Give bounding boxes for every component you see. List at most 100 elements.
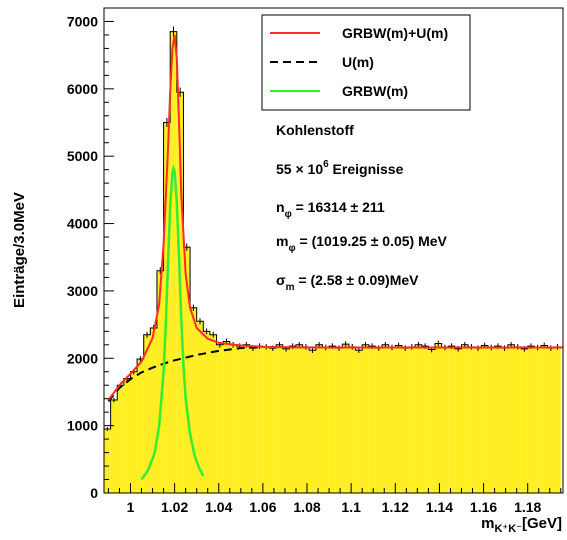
histogram-bar bbox=[388, 347, 396, 493]
y-tick-label: 7000 bbox=[67, 13, 98, 29]
fit-curves bbox=[107, 34, 563, 481]
histogram-bar bbox=[269, 348, 277, 493]
histogram-bar bbox=[527, 346, 535, 493]
histogram-bar bbox=[401, 348, 409, 493]
x-tick-label: 1.12 bbox=[382, 499, 409, 515]
histogram-bar bbox=[289, 346, 296, 493]
x-tick-label: 1.1 bbox=[341, 499, 361, 515]
annotation-material: Kohlenstoff bbox=[276, 122, 354, 138]
histogram-bar bbox=[454, 348, 462, 493]
x-tick-label: 1.04 bbox=[205, 499, 232, 515]
total-fit-curve bbox=[107, 34, 563, 401]
histogram-bar bbox=[355, 350, 363, 493]
histogram-bar bbox=[362, 344, 369, 493]
annotation-sigma-m: σm = (2.58 ± 0.09)MeV bbox=[276, 272, 419, 293]
histogram-bar bbox=[196, 321, 204, 493]
histogram-outline bbox=[104, 31, 561, 430]
legend-label-total: GRBW(m)+U(m) bbox=[342, 25, 448, 41]
histogram-bar bbox=[481, 345, 488, 493]
histogram-bar bbox=[342, 344, 349, 493]
x-tick-label: 1.02 bbox=[161, 499, 188, 515]
histogram-bar bbox=[487, 347, 495, 493]
x-tick-label: 1.14 bbox=[426, 499, 453, 515]
histogram bbox=[104, 26, 561, 494]
histogram-bar bbox=[309, 350, 316, 493]
annotation-m-phi: mφ = (1019.25 ± 0.05) MeV bbox=[276, 233, 448, 254]
histogram-bar bbox=[534, 347, 541, 493]
histogram-bar bbox=[428, 349, 436, 493]
annotation-n-phi: nφ = 16314 ± 211 bbox=[276, 199, 385, 220]
histogram-bar bbox=[295, 344, 303, 493]
histogram-bar bbox=[110, 400, 118, 493]
background-curve bbox=[107, 346, 263, 403]
histogram-bar bbox=[262, 346, 270, 493]
histogram-bar bbox=[474, 348, 482, 493]
y-tick-label: 1000 bbox=[67, 418, 98, 434]
legend: GRBW(m)+U(m) U(m) GRBW(m) bbox=[261, 14, 471, 111]
x-tick-label: 1.16 bbox=[470, 499, 497, 515]
histogram-bar bbox=[335, 348, 343, 493]
histogram-bar bbox=[507, 344, 515, 493]
histogram-bar bbox=[282, 348, 290, 493]
axes: 0 1000 2000 3000 4000 5000 6000 7000 1 1.02 1.04 1.… bbox=[67, 13, 562, 515]
histogram-bar bbox=[421, 346, 429, 493]
histogram-bar bbox=[117, 385, 124, 493]
histogram-bar bbox=[123, 378, 131, 493]
histogram-bar bbox=[375, 348, 383, 493]
histogram-bar bbox=[243, 344, 250, 493]
histogram-bar bbox=[183, 247, 191, 493]
histogram-bar bbox=[223, 341, 230, 493]
histogram-bar bbox=[302, 346, 310, 493]
legend-label-background: U(m) bbox=[342, 54, 374, 70]
histogram-bar bbox=[150, 327, 157, 493]
y-tick-label: 0 bbox=[90, 485, 98, 501]
histogram-bar bbox=[540, 345, 548, 493]
histogram-bar bbox=[395, 345, 402, 493]
histogram-bar bbox=[156, 270, 164, 493]
y-tick-label: 2000 bbox=[67, 350, 98, 366]
histogram-bar bbox=[104, 429, 111, 493]
histogram-bar bbox=[448, 346, 455, 493]
y-axis-label: Einträge/3.0MeV bbox=[11, 192, 28, 308]
histogram-bar bbox=[441, 347, 449, 493]
histogram-bar bbox=[315, 344, 323, 493]
histogram-bar bbox=[256, 346, 263, 493]
histogram-bar bbox=[514, 346, 522, 493]
x-tick-label: 1.18 bbox=[514, 499, 541, 515]
histogram-bar bbox=[249, 348, 257, 493]
y-tick-label: 6000 bbox=[67, 81, 98, 97]
signal-curve bbox=[140, 164, 205, 481]
y-tick-label: 3000 bbox=[67, 283, 98, 299]
x-axis-label: mK⁺K⁻[GeV] bbox=[481, 515, 562, 535]
histogram-bar bbox=[554, 346, 561, 493]
histogram-bar bbox=[461, 344, 469, 493]
histogram-bar bbox=[216, 344, 224, 493]
histogram-bar bbox=[209, 334, 217, 493]
y-tick-label: 4000 bbox=[67, 216, 98, 232]
histogram-bar bbox=[229, 344, 237, 493]
histogram-bar bbox=[137, 358, 144, 493]
annotation-events: 55 × 106 Ereignisse bbox=[276, 159, 404, 177]
histogram-bar bbox=[170, 31, 177, 494]
histogram-bar bbox=[190, 307, 197, 493]
histogram-bar bbox=[329, 346, 336, 493]
histogram-bar bbox=[494, 346, 502, 493]
histogram-bar bbox=[408, 346, 416, 493]
histogram-bar bbox=[348, 346, 356, 493]
histogram-bar bbox=[501, 348, 508, 493]
histogram-bar bbox=[143, 334, 151, 493]
histogram-bar bbox=[382, 344, 389, 493]
histogram-bar bbox=[236, 346, 244, 493]
x-tick-label: 1.08 bbox=[293, 499, 320, 515]
histogram-bar bbox=[435, 343, 442, 493]
legend-label-signal: GRBW(m) bbox=[342, 83, 408, 99]
histogram-bar bbox=[203, 331, 210, 493]
histogram-bar bbox=[415, 344, 422, 493]
histogram-bar bbox=[547, 348, 555, 493]
histogram-bar bbox=[468, 346, 475, 493]
histogram-bar bbox=[322, 347, 330, 493]
x-tick-label: 1 bbox=[127, 499, 135, 515]
histogram-bar bbox=[368, 346, 376, 493]
histogram-bar bbox=[276, 344, 283, 493]
